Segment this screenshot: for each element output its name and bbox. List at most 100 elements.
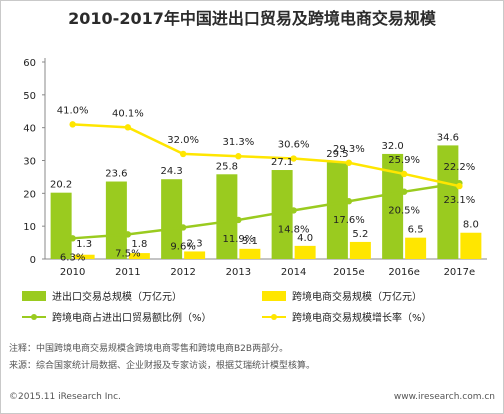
legend-label-growth: 跨境电商交易规模增长率（%） (292, 311, 432, 324)
bar-trade-total (437, 145, 459, 259)
growth-data-label: 25.9% (388, 155, 420, 166)
x-tick-label: 2017e (444, 267, 476, 278)
share-data-label: 9.6% (170, 241, 195, 252)
chart-lines (69, 121, 463, 242)
growth-data-label: 41.0% (57, 105, 89, 116)
share-data-label: 11.9% (222, 234, 254, 245)
growth-series-point (345, 159, 353, 166)
growth-data-label: 30.6% (278, 140, 310, 151)
growth-data-label: 22.2% (443, 162, 475, 173)
bar-trade-total (105, 181, 127, 259)
bar-label-cross-border: 4.0 (297, 233, 313, 244)
growth-series-point (124, 124, 132, 131)
bar-cross-border (405, 237, 427, 259)
share-series-point (400, 188, 408, 195)
website-text: www.iresearch.com.cn (393, 392, 495, 402)
bar-trade-total (161, 179, 183, 259)
copyright-text: ©2015.11 iResearch Inc. (9, 392, 121, 402)
share-series-point (69, 235, 76, 242)
bar-cross-border (239, 248, 261, 259)
growth-data-label: 40.1% (112, 108, 144, 119)
y-tick-label: 0 (30, 255, 36, 266)
growth-series-point (179, 150, 187, 158)
legend-marker-growth (271, 314, 277, 320)
growth-data-label: 32.0% (167, 135, 199, 146)
bar-label-trade-total: 25.8 (216, 161, 238, 172)
bar-trade-total (271, 170, 293, 259)
x-tick-label: 2010 (60, 267, 85, 278)
share-series-point (290, 207, 297, 214)
bar-cross-border (73, 254, 95, 259)
x-tick-label: 2012 (170, 267, 195, 278)
legend-label-share: 跨境电商占进出口贸易额比例（%） (52, 311, 212, 324)
y-tick-label: 30 (23, 157, 36, 168)
growth-series-point (456, 182, 463, 190)
growth-series-point (400, 170, 408, 178)
share-data-label: 23.1% (443, 195, 475, 206)
bar-label-trade-total: 24.3 (160, 166, 182, 177)
growth-series-point (69, 121, 76, 128)
growth-series-line (72, 123, 460, 188)
bar-label-cross-border: 2.3 (187, 238, 203, 249)
share-data-label: 14.8% (278, 224, 310, 235)
share-series-point (235, 216, 242, 224)
legend-label-trade-total: 进出口交易总规模（万亿元） (52, 290, 182, 303)
chart-legend: 进出口交易总规模（万亿元） 跨境电商交易规模（万亿元） 跨境电商占进出口贸易额比例（… (22, 290, 432, 324)
chart-data-labels: 20.2 1.3 23.6 1.8 24.3 2.3 25.8 3.1 27.1 4.0 29.5 5… (50, 105, 479, 263)
share-series-point (179, 224, 187, 231)
bar-cross-border (349, 241, 371, 259)
growth-data-label: 31.3% (222, 137, 254, 148)
y-tick-label: 10 (23, 222, 36, 233)
bar-label-trade-total: 27.1 (271, 157, 293, 168)
chart-axes: 0 10 20 30 40 50 60 2010 2011 2012 2013 2014 2015e 20… (23, 58, 487, 278)
bar-label-trade-total: 23.6 (105, 169, 127, 180)
chart-note: 注释：中国跨境电商交易规模含跨境电商零售和跨境电商B2B两部分。 (9, 344, 289, 354)
x-tick-label: 2013 (226, 267, 251, 278)
bar-trade-total (50, 192, 72, 259)
chart-title: 2010-2017年中国进出口贸易及跨境电商交易规模 (68, 9, 437, 28)
chart-source: 来源：综合国家统计局数据、企业财报及专家访谈，根据艾瑞统计模型核算。 (9, 361, 316, 371)
share-data-label: 17.6% (333, 215, 365, 226)
share-data-label: 20.5% (388, 206, 420, 217)
legend-label-cross-border: 跨境电商交易规模（万亿元） (292, 290, 422, 303)
x-tick-label: 2014 (281, 267, 306, 278)
growth-series-point (290, 155, 297, 162)
growth-series-point (235, 153, 242, 160)
y-tick-label: 20 (23, 189, 36, 200)
chart-bars (50, 145, 482, 259)
bar-trade-total (216, 174, 238, 259)
bar-label-trade-total: 29.5 (326, 149, 348, 160)
growth-data-label: 29.3% (333, 144, 365, 155)
legend-swatch-cross-border (262, 291, 286, 301)
bar-label-cross-border: 3.1 (242, 236, 258, 247)
bar-cross-border (294, 245, 316, 259)
bar-label-cross-border: 1.3 (76, 239, 92, 250)
bar-cross-border (460, 232, 482, 259)
bar-label-cross-border: 8.0 (463, 220, 479, 231)
bar-cross-border (184, 251, 206, 259)
bar-trade-total (326, 162, 348, 259)
y-tick-label: 50 (23, 91, 36, 102)
bar-label-trade-total: 20.2 (50, 180, 72, 191)
bar-label-trade-total: 32.0 (381, 141, 403, 152)
bar-label-cross-border: 1.8 (131, 239, 147, 250)
share-series-line (72, 181, 460, 240)
bar-label-cross-border: 5.2 (352, 229, 368, 240)
y-tick-label: 60 (23, 58, 36, 69)
share-data-label: 7.5% (115, 248, 140, 259)
bar-cross-border (128, 253, 150, 259)
y-tick-label: 40 (23, 124, 36, 135)
bar-label-trade-total: 34.6 (437, 132, 459, 143)
x-tick-label: 2016e (388, 267, 420, 278)
x-tick-label: 2015e (333, 267, 365, 278)
share-series-point (345, 198, 353, 205)
share-series-point (124, 231, 132, 238)
legend-marker-share (31, 314, 37, 320)
share-data-label: 6.3% (60, 252, 85, 263)
legend-swatch-trade-total (22, 291, 46, 301)
bar-trade-total (382, 153, 404, 259)
x-tick-label: 2011 (115, 267, 140, 278)
bar-label-cross-border: 6.5 (408, 225, 424, 236)
